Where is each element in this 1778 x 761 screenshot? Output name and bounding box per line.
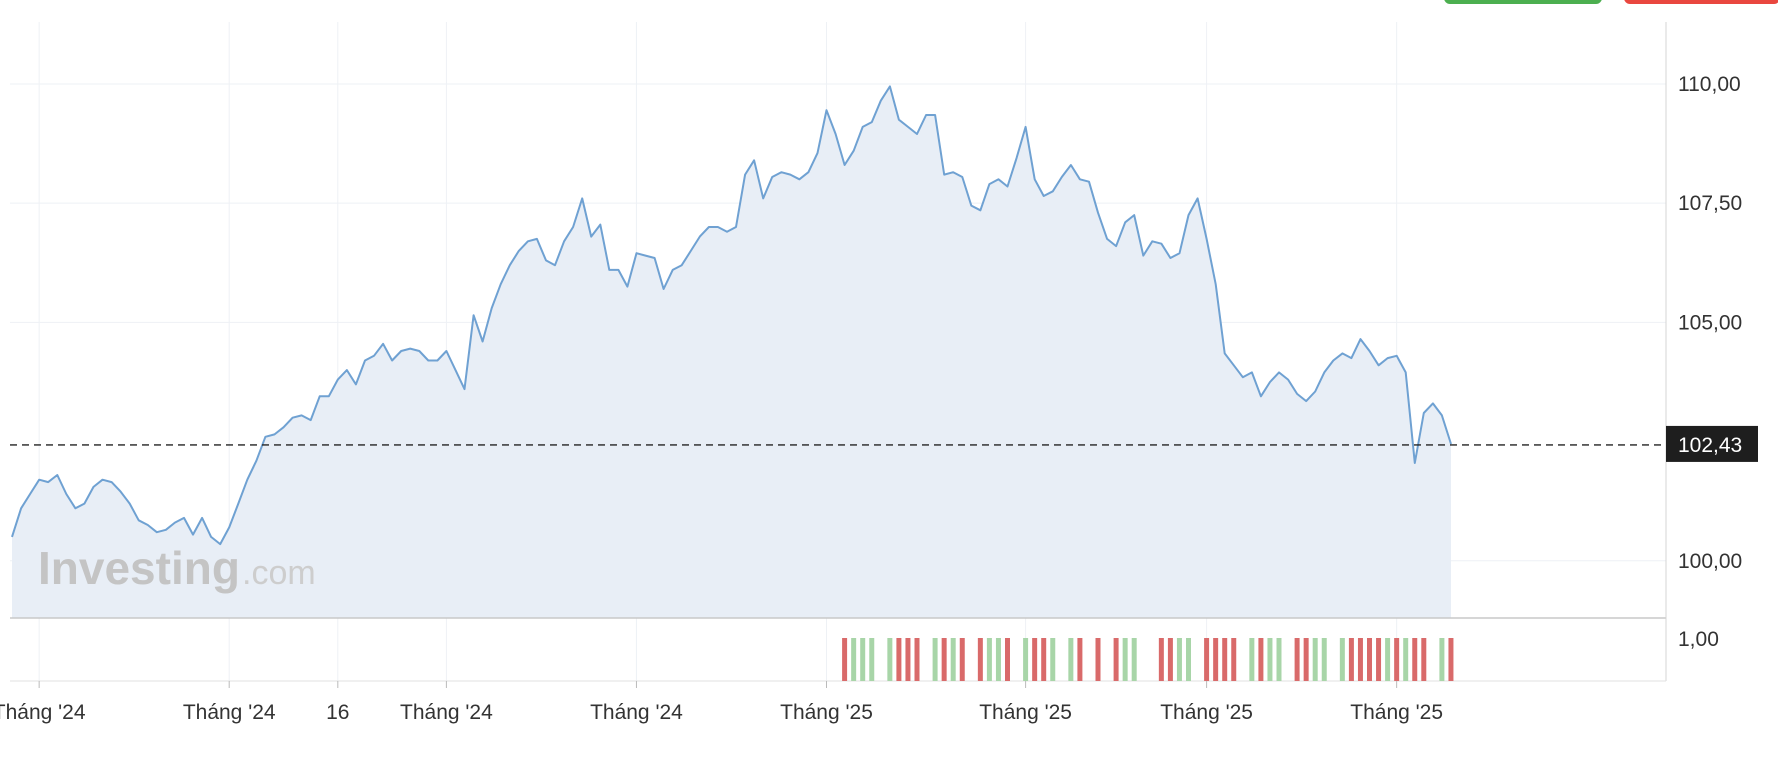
volume-bar <box>1213 638 1219 681</box>
volume-bar <box>1113 638 1119 681</box>
volume-bar <box>941 638 947 681</box>
time-tick-label: Tháng '24 <box>590 701 683 724</box>
price-axis-labels: 110,00 107,50 105,00 100,00 <box>1678 73 1742 573</box>
sell-button[interactable] <box>1624 0 1778 4</box>
volume-bar <box>995 638 1001 681</box>
time-tick-label: Tháng '25 <box>979 701 1072 724</box>
volume-bar <box>914 638 920 681</box>
volume-bar <box>1222 638 1228 681</box>
volume-bar <box>959 638 965 681</box>
volume-bar <box>1412 638 1418 681</box>
time-tick-label: Tháng '24 <box>183 701 276 724</box>
volume-bar <box>1077 638 1083 681</box>
time-tick-label: Tháng '25 <box>1160 701 1253 724</box>
volume-bar <box>1385 638 1391 681</box>
volume-bar <box>1186 638 1191 681</box>
volume-bar <box>1303 638 1309 681</box>
time-axis-labels: Tháng '24 Tháng '24 16 Tháng '24 Tháng '24 Th… <box>0 681 1443 724</box>
price-tick-label: 107,50 <box>1678 192 1742 215</box>
time-tick-label: 16 <box>326 701 349 724</box>
volume-bar <box>1204 638 1210 681</box>
volume-bar <box>1439 638 1445 681</box>
volume-panel: 1,00 <box>842 628 1719 681</box>
volume-bar <box>1050 638 1056 681</box>
volume-bar <box>1448 638 1454 681</box>
volume-bar <box>1312 638 1318 681</box>
volume-bar <box>1394 638 1400 681</box>
time-tick-label: Tháng '25 <box>780 701 873 724</box>
price-tick-label: 100,00 <box>1678 550 1742 573</box>
volume-bar <box>950 638 956 681</box>
volume-bar <box>1068 638 1074 681</box>
price-area-fill <box>12 86 1451 618</box>
volume-bar <box>896 638 902 681</box>
buy-button[interactable] <box>1444 0 1602 4</box>
current-price-tag <box>1666 425 1758 462</box>
volume-bar <box>1023 638 1029 681</box>
volume-bar <box>977 638 983 681</box>
volume-bar <box>1176 638 1182 681</box>
volume-bar <box>1267 638 1273 681</box>
volume-bar <box>1041 638 1047 681</box>
time-tick-label: Tháng '24 <box>0 701 86 724</box>
volume-bar <box>1403 638 1409 681</box>
volume-bar <box>1367 638 1372 681</box>
volume-bar <box>842 638 848 681</box>
volume-bar <box>1095 638 1101 681</box>
volume-bar <box>1421 638 1427 681</box>
volume-bar <box>1032 638 1038 681</box>
volume-bar <box>1376 638 1382 681</box>
volume-bar <box>1122 638 1128 681</box>
price-area <box>12 86 1451 618</box>
volume-bar <box>986 638 992 681</box>
time-tick-label: Tháng '25 <box>1350 701 1443 724</box>
volume-bar <box>932 638 938 681</box>
volume-bar <box>1348 638 1354 681</box>
time-tick-label: Tháng '24 <box>400 701 493 724</box>
volume-bar <box>851 638 857 681</box>
volume-bar <box>1231 638 1237 681</box>
volume-bar <box>1249 638 1255 681</box>
investing-watermark: Investing .com <box>38 542 316 594</box>
volume-bar <box>1339 638 1345 681</box>
watermark-suffix: .com <box>242 554 316 592</box>
volume-bar <box>905 638 911 681</box>
volume-bar <box>869 638 875 681</box>
volume-bar <box>860 638 866 681</box>
volume-bar <box>1276 638 1282 681</box>
volume-bar <box>1158 638 1164 681</box>
volume-bar <box>887 638 893 681</box>
volume-bar <box>1167 638 1173 681</box>
volume-bar <box>1258 638 1264 681</box>
watermark-brand: Investing <box>38 542 240 594</box>
price-line-group <box>11 85 1452 546</box>
price-tick-label: 105,00 <box>1678 311 1742 334</box>
price-tick-label: 110,00 <box>1678 73 1741 96</box>
volume-axis-label: 1,00 <box>1678 628 1719 651</box>
volume-bar <box>1321 638 1327 681</box>
volume-bar <box>1131 638 1137 681</box>
volume-bar <box>1005 638 1010 681</box>
current-price-label: 102,43 <box>1678 434 1742 457</box>
volume-bar <box>1357 638 1363 681</box>
volume-bar <box>1294 638 1300 681</box>
current-price-marker: 102,43 <box>10 425 1758 462</box>
price-line <box>11 85 1452 546</box>
